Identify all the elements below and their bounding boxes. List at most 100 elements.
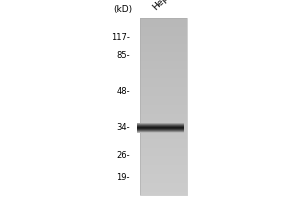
Bar bbox=[140, 161, 187, 163]
Bar bbox=[140, 72, 187, 74]
Bar bbox=[140, 77, 187, 78]
Bar bbox=[137, 125, 184, 126]
Bar bbox=[140, 142, 187, 143]
Bar bbox=[140, 69, 187, 71]
Bar bbox=[140, 109, 187, 111]
Bar bbox=[140, 134, 187, 136]
Bar bbox=[140, 96, 187, 98]
Bar bbox=[140, 140, 187, 142]
Bar bbox=[140, 19, 187, 21]
Bar bbox=[140, 151, 187, 152]
Bar bbox=[137, 130, 184, 131]
Bar bbox=[140, 59, 187, 61]
Bar bbox=[140, 99, 187, 101]
Text: 26-: 26- bbox=[116, 151, 130, 160]
Bar bbox=[140, 152, 187, 154]
Bar bbox=[140, 189, 187, 191]
Bar bbox=[140, 117, 187, 118]
Bar bbox=[137, 123, 184, 124]
Bar bbox=[140, 65, 187, 67]
Bar bbox=[140, 173, 187, 174]
Bar bbox=[140, 74, 187, 76]
Bar bbox=[140, 93, 187, 95]
Bar bbox=[140, 158, 187, 160]
Bar bbox=[140, 53, 187, 55]
Bar bbox=[140, 146, 187, 148]
Bar bbox=[137, 124, 184, 125]
Bar bbox=[140, 165, 187, 167]
Bar bbox=[140, 64, 187, 65]
Bar bbox=[140, 145, 187, 146]
Bar bbox=[140, 49, 187, 50]
Bar bbox=[140, 90, 187, 92]
Bar bbox=[140, 27, 187, 28]
Bar bbox=[137, 131, 184, 132]
Bar bbox=[140, 115, 187, 117]
Bar bbox=[140, 31, 187, 33]
Bar bbox=[140, 94, 187, 96]
Bar bbox=[140, 143, 187, 145]
Bar bbox=[140, 78, 187, 80]
Bar bbox=[140, 131, 187, 133]
Bar bbox=[140, 164, 187, 166]
Bar bbox=[140, 171, 187, 173]
Bar bbox=[140, 58, 187, 59]
Bar bbox=[140, 103, 187, 105]
Bar bbox=[140, 124, 187, 126]
Bar bbox=[140, 28, 187, 30]
Text: 19-: 19- bbox=[116, 174, 130, 182]
Bar bbox=[140, 184, 187, 186]
Bar bbox=[140, 193, 187, 195]
Bar bbox=[140, 176, 187, 177]
Bar bbox=[140, 61, 187, 62]
Bar bbox=[140, 18, 187, 195]
Bar bbox=[140, 21, 187, 22]
Bar bbox=[140, 170, 187, 171]
Bar bbox=[140, 84, 187, 86]
Bar bbox=[137, 127, 184, 128]
Bar bbox=[140, 40, 187, 42]
Text: 85-: 85- bbox=[116, 50, 130, 60]
Bar bbox=[140, 148, 187, 149]
Bar bbox=[140, 159, 187, 161]
Bar bbox=[140, 36, 187, 37]
Bar bbox=[137, 126, 184, 127]
Bar bbox=[140, 18, 187, 19]
Bar bbox=[140, 102, 187, 104]
Text: HepG2: HepG2 bbox=[151, 0, 179, 12]
Bar bbox=[140, 154, 187, 155]
Bar bbox=[140, 89, 187, 90]
Bar bbox=[140, 97, 187, 99]
Bar bbox=[140, 128, 187, 130]
Bar bbox=[140, 62, 187, 64]
Text: 34-: 34- bbox=[116, 123, 130, 132]
Bar bbox=[140, 139, 187, 140]
Bar bbox=[140, 50, 187, 52]
Bar bbox=[140, 30, 187, 31]
Bar bbox=[140, 80, 187, 81]
Bar bbox=[140, 92, 187, 93]
Text: (kD): (kD) bbox=[113, 5, 132, 14]
Bar bbox=[140, 55, 187, 56]
Bar bbox=[140, 183, 187, 185]
Bar bbox=[140, 24, 187, 25]
Bar bbox=[140, 38, 187, 40]
Bar bbox=[140, 108, 187, 109]
Bar bbox=[140, 86, 187, 87]
Bar bbox=[140, 136, 187, 137]
Bar bbox=[140, 81, 187, 83]
Bar bbox=[140, 43, 187, 45]
Bar bbox=[140, 127, 187, 129]
Bar bbox=[140, 149, 187, 151]
Bar bbox=[137, 129, 184, 130]
Bar bbox=[140, 83, 187, 84]
Bar bbox=[140, 44, 187, 46]
Bar bbox=[137, 126, 184, 127]
Bar bbox=[140, 33, 187, 34]
Bar bbox=[140, 46, 187, 47]
Bar bbox=[140, 133, 187, 135]
Bar bbox=[140, 22, 187, 24]
Bar bbox=[140, 177, 187, 179]
Bar bbox=[140, 25, 187, 27]
Bar bbox=[140, 112, 187, 114]
